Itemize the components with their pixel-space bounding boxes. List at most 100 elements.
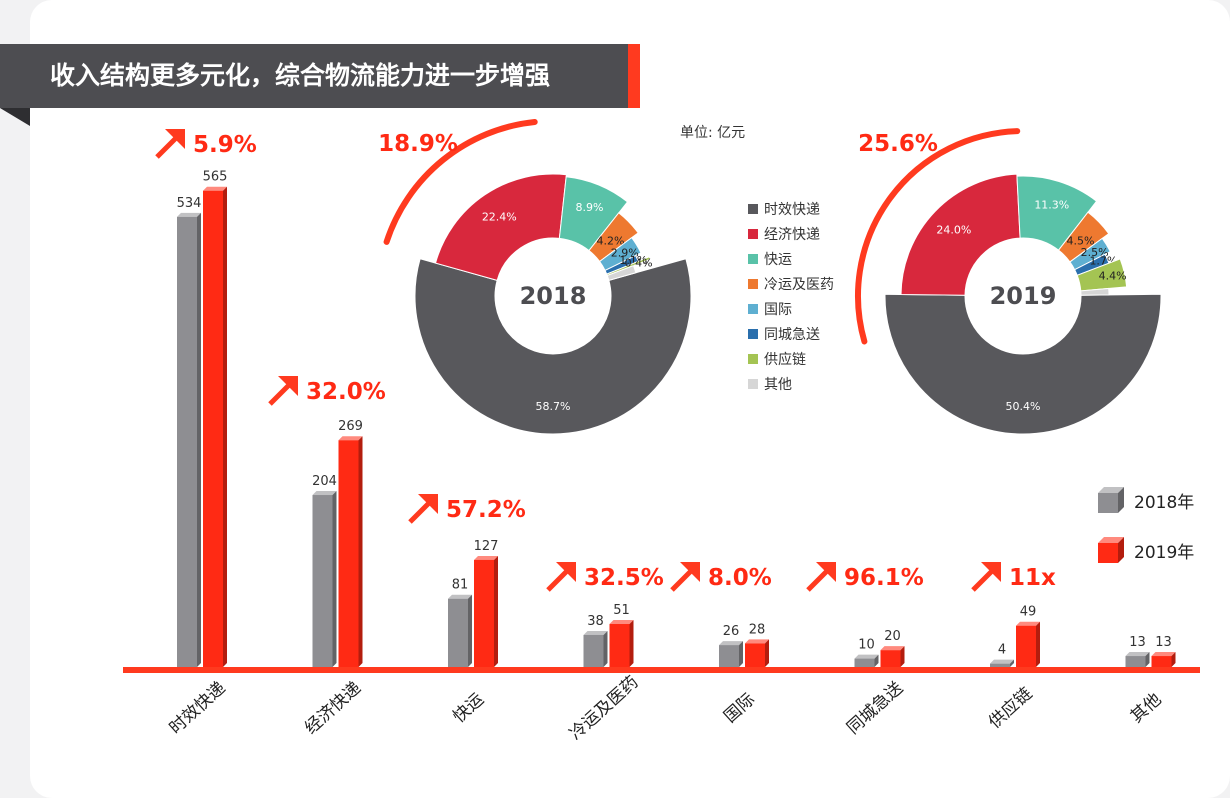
bar-2018 bbox=[1125, 652, 1150, 667]
category-label: 供应链 bbox=[985, 684, 1036, 733]
donut-slice bbox=[900, 173, 1021, 296]
growth-arrow-icon bbox=[268, 376, 298, 406]
banner-accent bbox=[628, 44, 640, 108]
legend-item: 其他 bbox=[748, 371, 834, 396]
arrow-shaft bbox=[268, 382, 292, 406]
highlight-label: 18.9% bbox=[378, 131, 458, 157]
legend-swatch bbox=[748, 303, 758, 314]
year-legend-label: 2019年 bbox=[1134, 542, 1195, 563]
bar-2019 bbox=[1016, 621, 1040, 667]
donut-slice bbox=[414, 258, 692, 435]
growth-label: 32.0% bbox=[306, 379, 386, 405]
legend-item: 同城急送 bbox=[748, 321, 834, 346]
arrow-shaft bbox=[670, 568, 694, 592]
title-banner: 收入结构更多元化，综合物流能力进一步增强 bbox=[0, 44, 640, 126]
bar-side bbox=[603, 630, 608, 667]
legend-label: 同城急送 bbox=[764, 326, 820, 343]
bar-side bbox=[900, 646, 905, 667]
legend-item: 冷运及医药 bbox=[748, 271, 834, 296]
arrow-shaft bbox=[806, 568, 830, 592]
donut-value-label: 24.0% bbox=[936, 223, 971, 236]
legend-item: 国际 bbox=[748, 296, 834, 321]
unit-label: 单位: 亿元 bbox=[680, 125, 746, 141]
bar-2018 bbox=[448, 594, 472, 667]
cube-swatch-icon bbox=[1098, 487, 1124, 513]
category-label: 经济快递 bbox=[301, 678, 365, 738]
bar-front bbox=[609, 624, 630, 667]
arrow-shaft bbox=[971, 568, 995, 592]
growth-arrow-icon bbox=[806, 562, 836, 592]
bar-value-label: 20 bbox=[884, 629, 901, 644]
bar-value-label: 26 bbox=[723, 624, 740, 639]
growth-label: 32.5% bbox=[584, 565, 664, 591]
arrow-head bbox=[418, 494, 438, 514]
bar-front bbox=[312, 495, 333, 667]
legend-swatch bbox=[748, 353, 758, 364]
legend-label: 经济快递 bbox=[764, 226, 820, 243]
bar-2018 bbox=[177, 212, 201, 667]
growth-label: 5.9% bbox=[193, 132, 257, 158]
growth-arrow-icon bbox=[971, 562, 1001, 592]
bar-2018 bbox=[312, 491, 337, 667]
bar-front bbox=[583, 634, 604, 667]
year-legend-item: 2018年 bbox=[1098, 484, 1194, 516]
growth-label: 57.2% bbox=[446, 497, 526, 523]
growth-label: 96.1% bbox=[844, 565, 924, 591]
legend-item: 供应链 bbox=[748, 346, 834, 371]
bar-value-label: 51 bbox=[613, 603, 630, 618]
donut-value-label: 1.1% bbox=[619, 254, 647, 267]
category-label: 同城急送 bbox=[843, 678, 907, 738]
donut-value-label: 4.2% bbox=[596, 234, 624, 247]
bar-front bbox=[990, 663, 1010, 667]
bar-value-label: 13 bbox=[1129, 635, 1146, 650]
bar-side bbox=[1010, 659, 1014, 667]
donut-value-label: 4.5% bbox=[1066, 234, 1094, 247]
bar-top bbox=[203, 186, 227, 191]
donut-value-label: 4.4% bbox=[1099, 269, 1127, 282]
bar-side bbox=[874, 654, 879, 667]
bar-side bbox=[494, 555, 498, 667]
category-label: 快运 bbox=[449, 689, 488, 727]
bar-top bbox=[1151, 652, 1176, 657]
arrow-head bbox=[816, 562, 836, 582]
donut-value-label: 11.3% bbox=[1034, 198, 1069, 211]
growth-arrow-icon bbox=[670, 562, 700, 592]
bar-front bbox=[1125, 656, 1146, 667]
legend-swatch bbox=[748, 328, 758, 339]
bar-top bbox=[719, 641, 743, 646]
bar-top bbox=[854, 654, 879, 659]
growth-arrow-icon bbox=[408, 494, 438, 524]
bar-front bbox=[1151, 656, 1172, 667]
bar-front bbox=[1016, 625, 1036, 667]
bar-top bbox=[990, 659, 1014, 664]
donut-slice bbox=[558, 176, 629, 252]
bar-top bbox=[177, 212, 201, 217]
bar-top bbox=[338, 436, 363, 441]
bar-2019 bbox=[1151, 652, 1176, 667]
bar-value-label: 534 bbox=[177, 196, 202, 211]
arrow-head bbox=[981, 562, 1001, 582]
bar-front bbox=[203, 190, 223, 667]
legend-item: 快运 bbox=[748, 246, 834, 271]
bar-side bbox=[739, 641, 743, 667]
bar-top bbox=[880, 646, 905, 651]
bar-value-label: 565 bbox=[203, 170, 228, 185]
banner-fold bbox=[0, 108, 30, 126]
arrow-head bbox=[556, 562, 576, 582]
donut-value-label: 2.9% bbox=[611, 246, 639, 259]
bar-2018 bbox=[719, 641, 743, 667]
bar-front bbox=[448, 598, 468, 667]
highlight-arc bbox=[383, 118, 538, 245]
bar-2018 bbox=[990, 659, 1014, 667]
year-legend-label: 2018年 bbox=[1134, 492, 1195, 513]
bar-side bbox=[1036, 621, 1040, 667]
bar-top bbox=[474, 555, 498, 560]
bar-side bbox=[468, 594, 472, 667]
bar-side bbox=[358, 436, 363, 667]
page-title: 收入结构更多元化，综合物流能力进一步增强 bbox=[50, 61, 551, 90]
bar-front bbox=[745, 643, 765, 667]
donut-slice bbox=[1080, 287, 1110, 296]
category-label: 时效快递 bbox=[166, 678, 230, 738]
arrow-shaft bbox=[546, 568, 570, 592]
